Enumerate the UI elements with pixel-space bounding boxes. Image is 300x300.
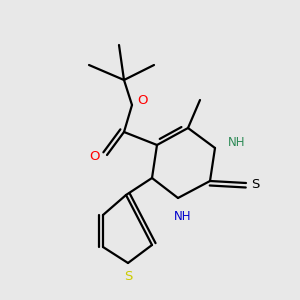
Text: S: S bbox=[124, 269, 132, 283]
Text: S: S bbox=[251, 178, 259, 190]
Text: O: O bbox=[138, 94, 148, 107]
Text: NH: NH bbox=[228, 136, 246, 149]
Text: NH: NH bbox=[174, 209, 192, 223]
Text: O: O bbox=[90, 151, 100, 164]
